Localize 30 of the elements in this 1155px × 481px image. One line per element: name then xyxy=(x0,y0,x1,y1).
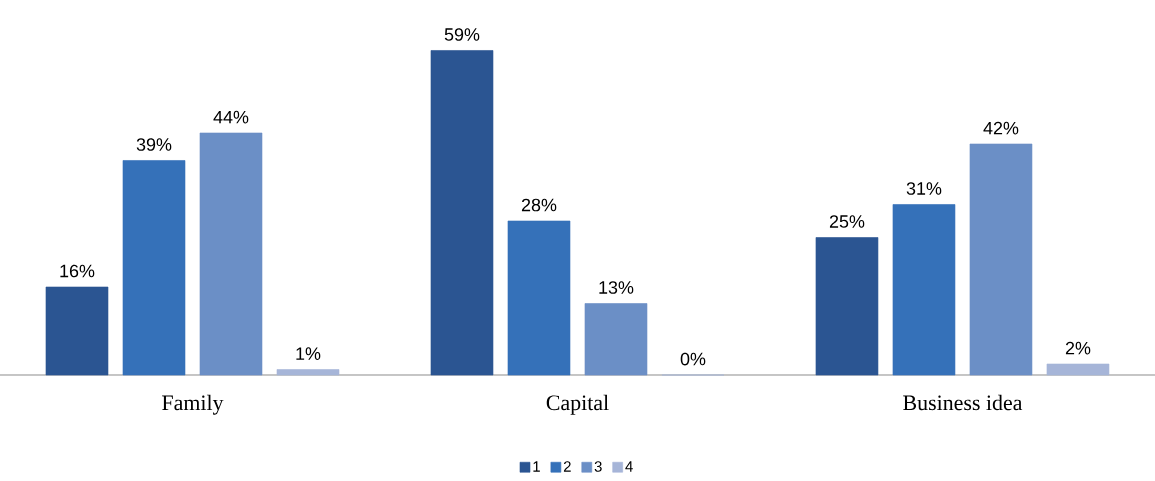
data-label: 42% xyxy=(983,121,1019,135)
legend-label: 4 xyxy=(625,461,633,472)
data-label: 28% xyxy=(521,198,557,212)
bar xyxy=(45,286,109,376)
legend-label: 1 xyxy=(533,461,540,472)
bar xyxy=(969,143,1033,376)
legend-label: 2 xyxy=(563,461,571,472)
data-label: 13% xyxy=(599,281,634,294)
bar xyxy=(584,303,648,376)
bar xyxy=(507,220,571,376)
data-label: 1% xyxy=(296,347,321,360)
data-label: 2% xyxy=(1065,341,1091,355)
x-tick-label: Capital xyxy=(546,394,609,415)
bar xyxy=(276,369,340,376)
x-tick-label: Family xyxy=(162,394,224,415)
bar xyxy=(815,237,879,376)
bar xyxy=(1046,363,1110,376)
data-label: 0% xyxy=(680,352,706,366)
x-tick-label: Business idea xyxy=(903,394,1023,411)
data-label: 16% xyxy=(60,264,95,278)
legend-label: 3 xyxy=(594,461,602,472)
data-label: 44% xyxy=(213,110,249,124)
data-label: 25% xyxy=(829,215,865,228)
bar xyxy=(430,50,494,376)
data-label: 59% xyxy=(444,28,480,41)
bar xyxy=(199,132,263,376)
data-label: 31% xyxy=(906,182,942,195)
data-label: 39% xyxy=(136,138,172,151)
bar xyxy=(892,204,956,376)
bar xyxy=(122,160,186,376)
